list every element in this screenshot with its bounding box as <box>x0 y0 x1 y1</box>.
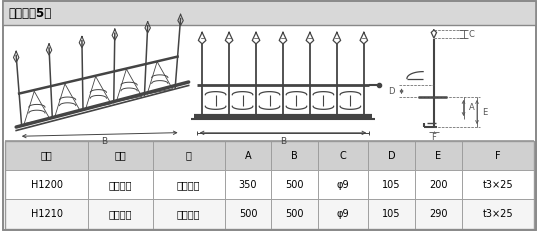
Bar <box>3 2 536 25</box>
Text: F: F <box>431 133 437 142</box>
Bar <box>5 141 88 170</box>
Bar <box>88 141 153 170</box>
Bar <box>318 199 368 229</box>
Text: C: C <box>340 151 347 161</box>
Bar <box>88 170 153 199</box>
Text: 105: 105 <box>383 209 401 219</box>
Bar <box>318 141 368 170</box>
Bar <box>415 199 462 229</box>
Text: 材質: 材質 <box>114 151 126 161</box>
Text: φ9: φ9 <box>337 180 349 190</box>
Bar <box>225 199 271 229</box>
Bar <box>462 141 534 170</box>
Text: 500: 500 <box>286 180 304 190</box>
Bar <box>5 170 88 199</box>
Bar <box>225 141 271 170</box>
Text: 200: 200 <box>429 180 447 190</box>
Bar <box>368 141 415 170</box>
Text: A: A <box>469 103 475 112</box>
Text: 忍び返し5型: 忍び返し5型 <box>8 7 51 20</box>
Bar <box>271 170 318 199</box>
Text: H1200: H1200 <box>31 180 63 190</box>
Text: D: D <box>389 87 395 96</box>
Text: t3×25: t3×25 <box>482 180 513 190</box>
Text: 350: 350 <box>239 180 257 190</box>
Text: t3×25: t3×25 <box>482 209 513 219</box>
Text: E: E <box>436 151 441 161</box>
Bar <box>271 141 318 170</box>
Text: E: E <box>482 108 488 116</box>
Text: 500: 500 <box>286 209 304 219</box>
Bar <box>368 170 415 199</box>
Text: C: C <box>469 30 475 39</box>
Bar <box>88 199 153 229</box>
Text: B: B <box>291 151 298 161</box>
Text: 品番: 品番 <box>41 151 53 161</box>
Bar <box>318 170 368 199</box>
Bar <box>462 199 534 229</box>
Bar <box>368 199 415 229</box>
Bar <box>5 141 534 229</box>
Text: シルバー: シルバー <box>177 209 201 219</box>
Text: B: B <box>101 137 107 146</box>
Text: 色: 色 <box>186 151 191 161</box>
Text: A: A <box>245 151 251 161</box>
Text: 500: 500 <box>239 209 257 219</box>
Text: D: D <box>388 151 396 161</box>
Text: 105: 105 <box>383 180 401 190</box>
Bar <box>415 141 462 170</box>
Text: スチール: スチール <box>109 209 132 219</box>
Bar <box>153 141 225 170</box>
Text: 290: 290 <box>429 209 447 219</box>
Bar <box>5 199 88 229</box>
Bar <box>271 199 318 229</box>
Bar <box>153 170 225 199</box>
Text: H1210: H1210 <box>31 209 63 219</box>
Bar <box>415 170 462 199</box>
Bar <box>153 199 225 229</box>
Text: φ9: φ9 <box>337 209 349 219</box>
Text: F: F <box>495 151 501 161</box>
Bar <box>462 170 534 199</box>
Bar <box>225 170 271 199</box>
Text: シルバー: シルバー <box>177 180 201 190</box>
Text: B: B <box>280 137 286 146</box>
Text: スチール: スチール <box>109 180 132 190</box>
